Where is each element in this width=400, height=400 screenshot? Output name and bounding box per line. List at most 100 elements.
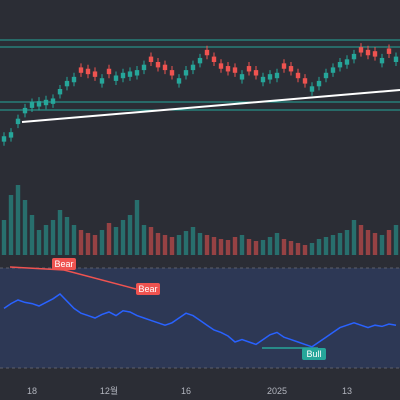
candle-body[interactable] (113, 75, 119, 81)
bull-tag[interactable]: Bull (302, 348, 326, 360)
candle-body[interactable] (211, 56, 217, 62)
volume-bar (155, 233, 161, 255)
volume-bar (127, 215, 133, 255)
candle-body[interactable] (71, 76, 77, 83)
candle-body[interactable] (92, 71, 98, 77)
x-tick-label: 12월 (100, 385, 118, 396)
volume-bar (1, 220, 7, 255)
candle-body[interactable] (323, 72, 329, 79)
volume-bar (183, 231, 189, 255)
volume-bar (106, 223, 112, 255)
volume-bar (162, 235, 168, 255)
candle-body[interactable] (393, 56, 399, 62)
volume-bar (99, 230, 105, 255)
volume-bar (379, 235, 385, 255)
candle-body[interactable] (386, 48, 392, 54)
volume-bar (211, 237, 217, 255)
candle-body[interactable] (358, 47, 364, 53)
bull-tag-bg (302, 348, 326, 360)
x-tick-label: 13 (342, 386, 352, 396)
candle-body[interactable] (43, 99, 49, 106)
bear-tag-1[interactable]: Bear (52, 258, 76, 270)
candle-body[interactable] (99, 78, 105, 84)
candle-body[interactable] (36, 101, 42, 107)
candle-body[interactable] (106, 68, 112, 75)
volume-bar (281, 239, 287, 255)
candle-body[interactable] (155, 62, 161, 68)
bear-tag-2[interactable]: Bear (136, 283, 160, 295)
candle-body[interactable] (239, 74, 245, 80)
volume-bar (358, 225, 364, 255)
bull-tag-label: Bull (306, 349, 321, 359)
candle-body[interactable] (134, 70, 140, 76)
candle-body[interactable] (169, 70, 175, 76)
volume-bar (393, 225, 399, 255)
candle-body[interactable] (351, 53, 357, 60)
candle-body[interactable] (8, 132, 14, 138)
volume-bar (15, 185, 21, 255)
candle-body[interactable] (281, 63, 287, 69)
candle-body[interactable] (337, 62, 343, 68)
candle-body[interactable] (176, 78, 182, 84)
candle-body[interactable] (295, 72, 301, 79)
candle-body[interactable] (127, 71, 133, 77)
volume-bar (148, 227, 154, 255)
candle-body[interactable] (183, 70, 189, 76)
volume-bar (295, 243, 301, 255)
candle-body[interactable] (267, 74, 273, 80)
candle-body[interactable] (225, 66, 231, 72)
candle-body[interactable] (162, 64, 168, 71)
candle-body[interactable] (190, 64, 196, 71)
candle-body[interactable] (22, 107, 28, 114)
volume-bar (330, 235, 336, 255)
candle-body[interactable] (246, 66, 252, 72)
volume-bar (134, 200, 140, 255)
x-tick-label: 18 (27, 386, 37, 396)
candle-body[interactable] (15, 118, 21, 125)
volume-bar (372, 233, 378, 255)
candle-body[interactable] (274, 72, 280, 79)
candle-body[interactable] (330, 67, 336, 73)
volume-bar (365, 230, 371, 255)
candle-body[interactable] (78, 67, 84, 73)
candle-body[interactable] (379, 57, 385, 64)
candle-body[interactable] (309, 86, 315, 92)
candle-body[interactable] (57, 89, 63, 95)
candle-body[interactable] (218, 63, 224, 69)
volume-bar (64, 217, 70, 255)
candle-body[interactable] (365, 49, 371, 56)
candle-body[interactable] (85, 68, 91, 75)
volume-bar (36, 230, 42, 255)
candle-body[interactable] (288, 66, 294, 72)
candle-body[interactable] (302, 78, 308, 84)
candle-body[interactable] (29, 102, 35, 108)
candle-body[interactable] (50, 98, 56, 104)
volume-bar (260, 240, 266, 255)
candle-body[interactable] (260, 76, 266, 83)
candle-body[interactable] (253, 70, 259, 76)
volume-bar (57, 210, 63, 255)
candle-body[interactable] (141, 64, 147, 71)
volume-bar (323, 237, 329, 255)
bear-divergence-line-2 (63, 269, 137, 290)
volume-bar (274, 233, 280, 255)
candle-body[interactable] (1, 136, 7, 142)
support-trendline[interactable] (21, 89, 400, 123)
volume-bar (92, 235, 98, 255)
volume-bar (113, 227, 119, 255)
candle-body[interactable] (316, 80, 322, 87)
bear-tag-1-label: Bear (54, 259, 73, 269)
candle-body[interactable] (197, 57, 203, 64)
candle-body[interactable] (204, 49, 210, 56)
candle-body[interactable] (344, 59, 350, 65)
volume-bar (43, 225, 49, 255)
candle-body[interactable] (64, 80, 70, 87)
candle-body[interactable] (232, 67, 238, 73)
candle-body[interactable] (120, 72, 126, 79)
volume-bar (120, 220, 126, 255)
volume-bar (316, 239, 322, 255)
candle-body[interactable] (148, 56, 154, 62)
candle-body[interactable] (372, 51, 378, 57)
